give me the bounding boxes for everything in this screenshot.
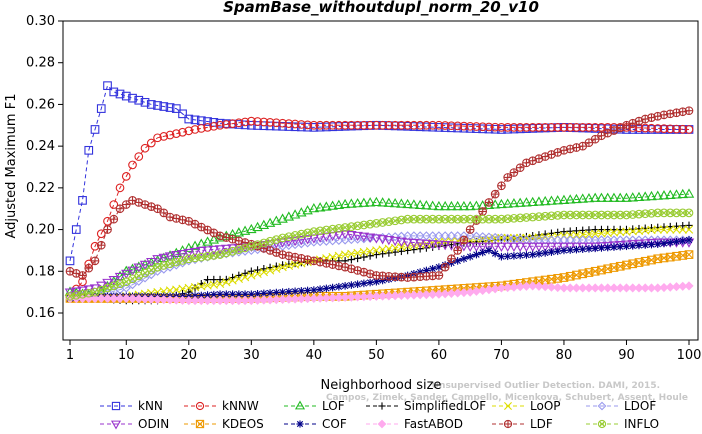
x-tick-label: 70 [493, 348, 510, 363]
x-tick-label: 1 [66, 348, 74, 363]
x-tick-label: 60 [431, 348, 448, 363]
legend-label: ODIN [138, 417, 169, 431]
x-axis-label: Neighborhood size [321, 378, 442, 393]
series-markers [65, 116, 694, 301]
legend-label: LOF [322, 399, 345, 413]
legend-item-odin: ODIN [100, 417, 169, 431]
legend-label: KDEOS [222, 417, 264, 431]
legend-marker [378, 402, 386, 410]
legend-item-lof: LOF [284, 399, 345, 413]
series-markers [65, 208, 694, 301]
legend-marker [111, 401, 121, 411]
legend-marker [503, 419, 513, 429]
legend-item-inflo: INFLO [586, 417, 659, 431]
legend-marker [195, 401, 205, 411]
y-tick-label: 0.28 [26, 56, 55, 71]
legend-marker [597, 419, 607, 429]
legend-marker [294, 400, 306, 410]
y-tick-label: 0.22 [26, 181, 55, 196]
legend-label: LDOF [624, 399, 656, 413]
legend-item-kdeos: KDEOS [184, 417, 264, 431]
x-tick-label: 40 [306, 348, 323, 363]
x-tick-label: 90 [618, 348, 635, 363]
legend-marker [296, 420, 304, 428]
legend-label: LDF [530, 417, 553, 431]
y-tick-label: 0.20 [26, 223, 55, 238]
legend-marker [504, 402, 512, 410]
y-tick-label: 0.26 [26, 97, 55, 112]
y-tick-label: 0.30 [26, 14, 55, 29]
x-tick-label: 20 [181, 348, 198, 363]
legend-label: INFLO [624, 417, 659, 431]
legend-label: kNNW [222, 399, 259, 413]
series-line [69, 120, 690, 297]
series-fastabod [65, 281, 694, 306]
series-line [70, 254, 690, 299]
legend-label: COF [322, 417, 347, 431]
y-axis-label: Adjusted Maximum F1 [4, 94, 19, 239]
legend-marker [377, 419, 387, 429]
x-tick-label: 30 [243, 348, 260, 363]
x-tick-label: 10 [118, 348, 135, 363]
y-tick-label: 0.16 [26, 306, 55, 321]
series-line [69, 239, 690, 299]
watermark-authors: Campos, Zimek, Sander, Campello, Micenko… [326, 393, 688, 403]
series-inflo [65, 208, 694, 301]
legend-item-knnw: kNNW [184, 399, 259, 413]
axes: 1 10 20 30 40 50 60 70 80 90 100 0.16 0.18 0.20 0.22 0.… [26, 14, 701, 363]
legend-item-ldof: LDOF [586, 399, 656, 413]
legend-item-loop: LoOP [492, 399, 561, 413]
y-tick-label: 0.24 [26, 139, 55, 154]
series-line [69, 212, 689, 297]
legend-item-ldf: LDF [492, 417, 553, 431]
y-tick-label: 0.18 [26, 264, 55, 279]
plot-area [62, 20, 699, 341]
legend-label: kNN [138, 399, 163, 413]
legend-marker [597, 401, 607, 411]
legend: kNN kNNW LOF SimplifiedLOF LoOP LDOF ODIN KDEOS… [100, 399, 659, 431]
legend-label: FastABOD [404, 417, 463, 431]
chart-title: SpamBase_withoutdupl_norm_20_v10 [223, 0, 539, 16]
x-tick-label: 80 [556, 348, 573, 363]
series-markers [65, 281, 694, 306]
legend-marker [195, 419, 205, 429]
legend-item-fastabod: FastABOD [366, 417, 463, 431]
legend-item-knn: kNN [100, 399, 163, 413]
series-knnw [65, 116, 694, 301]
series-layer [64, 81, 695, 306]
x-tick-label: 100 [677, 348, 702, 363]
series-line [70, 229, 689, 299]
series-line [69, 84, 689, 261]
x-tick-label: 50 [368, 348, 385, 363]
legend-label: LoOP [530, 399, 561, 413]
legend-item-cof: COF [284, 417, 347, 431]
legend-item-simplifiedlof: SimplifiedLOF [366, 399, 486, 413]
legend-marker [110, 420, 122, 430]
watermark-reference: Unsupervised Outlier Detection. DAMI, 20… [432, 381, 660, 391]
legend-label: SimplifiedLOF [404, 399, 486, 413]
